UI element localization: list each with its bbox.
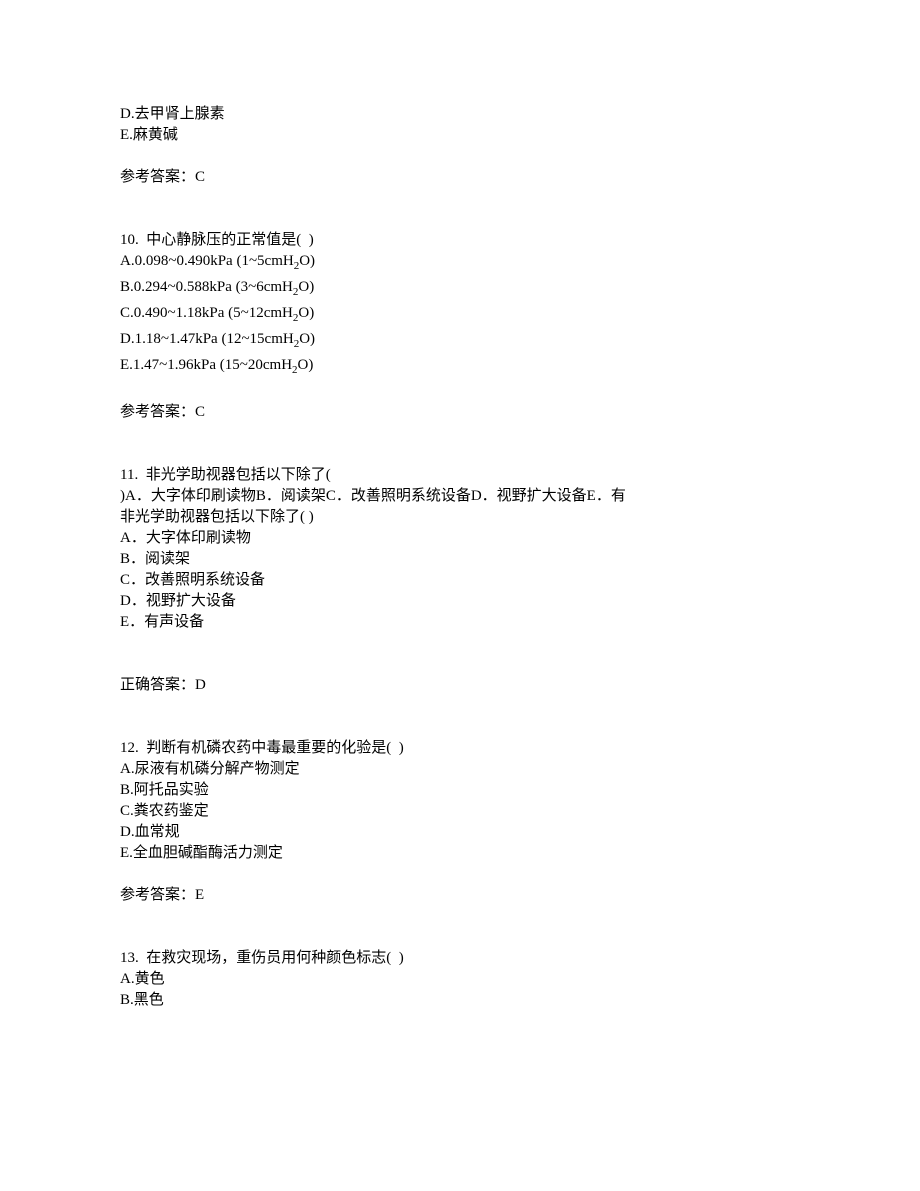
section-gap bbox=[120, 423, 800, 465]
section-gap bbox=[120, 696, 800, 738]
q13-option-b: B.黑色 bbox=[120, 990, 800, 1011]
q13-option-a: A.黄色 bbox=[120, 969, 800, 990]
q12-option-a: A.尿液有机磷分解产物测定 bbox=[120, 759, 800, 780]
q12-stem: 12. 判断有机磷农药中毒最重要的化验是( ) bbox=[120, 738, 800, 759]
q10-option-a-prefix: A.0.098~0.490kPa (1~5cmH bbox=[120, 253, 294, 269]
q10-stem: 10. 中心静脉压的正常值是( ) bbox=[120, 230, 800, 251]
q10-option-e: E.1.47~1.96kPa (15~20cmH2O) bbox=[120, 355, 800, 381]
q12-option-d: D.血常规 bbox=[120, 822, 800, 843]
q11-stem-line3: 非光学助视器包括以下除了( ) bbox=[120, 507, 800, 528]
q11-option-b: B．阅读架 bbox=[120, 549, 800, 570]
q10-option-e-suffix: O) bbox=[298, 357, 314, 373]
blank-line bbox=[120, 864, 800, 885]
section-gap bbox=[120, 633, 800, 675]
q10-option-a: A.0.098~0.490kPa (1~5cmH2O) bbox=[120, 251, 800, 277]
q12-option-b: B.阿托品实验 bbox=[120, 780, 800, 801]
q10-option-b-prefix: B.0.294~0.588kPa (3~6cmH bbox=[120, 279, 293, 295]
q10-option-d: D.1.18~1.47kPa (12~15cmH2O) bbox=[120, 329, 800, 355]
q10-option-b: B.0.294~0.588kPa (3~6cmH2O) bbox=[120, 277, 800, 303]
q10-option-c-suffix: O) bbox=[298, 305, 314, 321]
q10-answer: 参考答案：C bbox=[120, 402, 800, 423]
q10-option-b-suffix: O) bbox=[298, 279, 314, 295]
q11-option-a: A．大字体印刷读物 bbox=[120, 528, 800, 549]
q11-option-d: D．视野扩大设备 bbox=[120, 591, 800, 612]
q12-option-e: E.全血胆碱酯酶活力测定 bbox=[120, 843, 800, 864]
blank-line bbox=[120, 146, 800, 167]
q12-option-c: C.粪农药鉴定 bbox=[120, 801, 800, 822]
q12-answer: 参考答案：E bbox=[120, 885, 800, 906]
q11-answer: 正确答案：D bbox=[120, 675, 800, 696]
q11-option-c: C．改善照明系统设备 bbox=[120, 570, 800, 591]
q10-option-d-prefix: D.1.18~1.47kPa (12~15cmH bbox=[120, 331, 294, 347]
section-gap bbox=[120, 906, 800, 948]
blank-line bbox=[120, 381, 800, 402]
q10-option-a-suffix: O) bbox=[299, 253, 315, 269]
section-gap bbox=[120, 188, 800, 230]
q10-option-e-prefix: E.1.47~1.96kPa (15~20cmH bbox=[120, 357, 292, 373]
q10-option-d-suffix: O) bbox=[299, 331, 315, 347]
q9-answer: 参考答案：C bbox=[120, 167, 800, 188]
q10-option-c-prefix: C.0.490~1.18kPa (5~12cmH bbox=[120, 305, 293, 321]
q13-stem: 13. 在救灾现场，重伤员用何种颜色标志( ) bbox=[120, 948, 800, 969]
q11-option-e: E．有声设备 bbox=[120, 612, 800, 633]
q10-option-c: C.0.490~1.18kPa (5~12cmH2O) bbox=[120, 303, 800, 329]
q9-option-e: E.麻黄碱 bbox=[120, 125, 800, 146]
q11-stem-line1: 11. 非光学助视器包括以下除了( bbox=[120, 465, 800, 486]
q9-option-d: D.去甲肾上腺素 bbox=[120, 104, 800, 125]
q11-stem-line2: )A．大字体印刷读物B．阅读架C．改善照明系统设备D．视野扩大设备E．有 bbox=[120, 486, 800, 507]
